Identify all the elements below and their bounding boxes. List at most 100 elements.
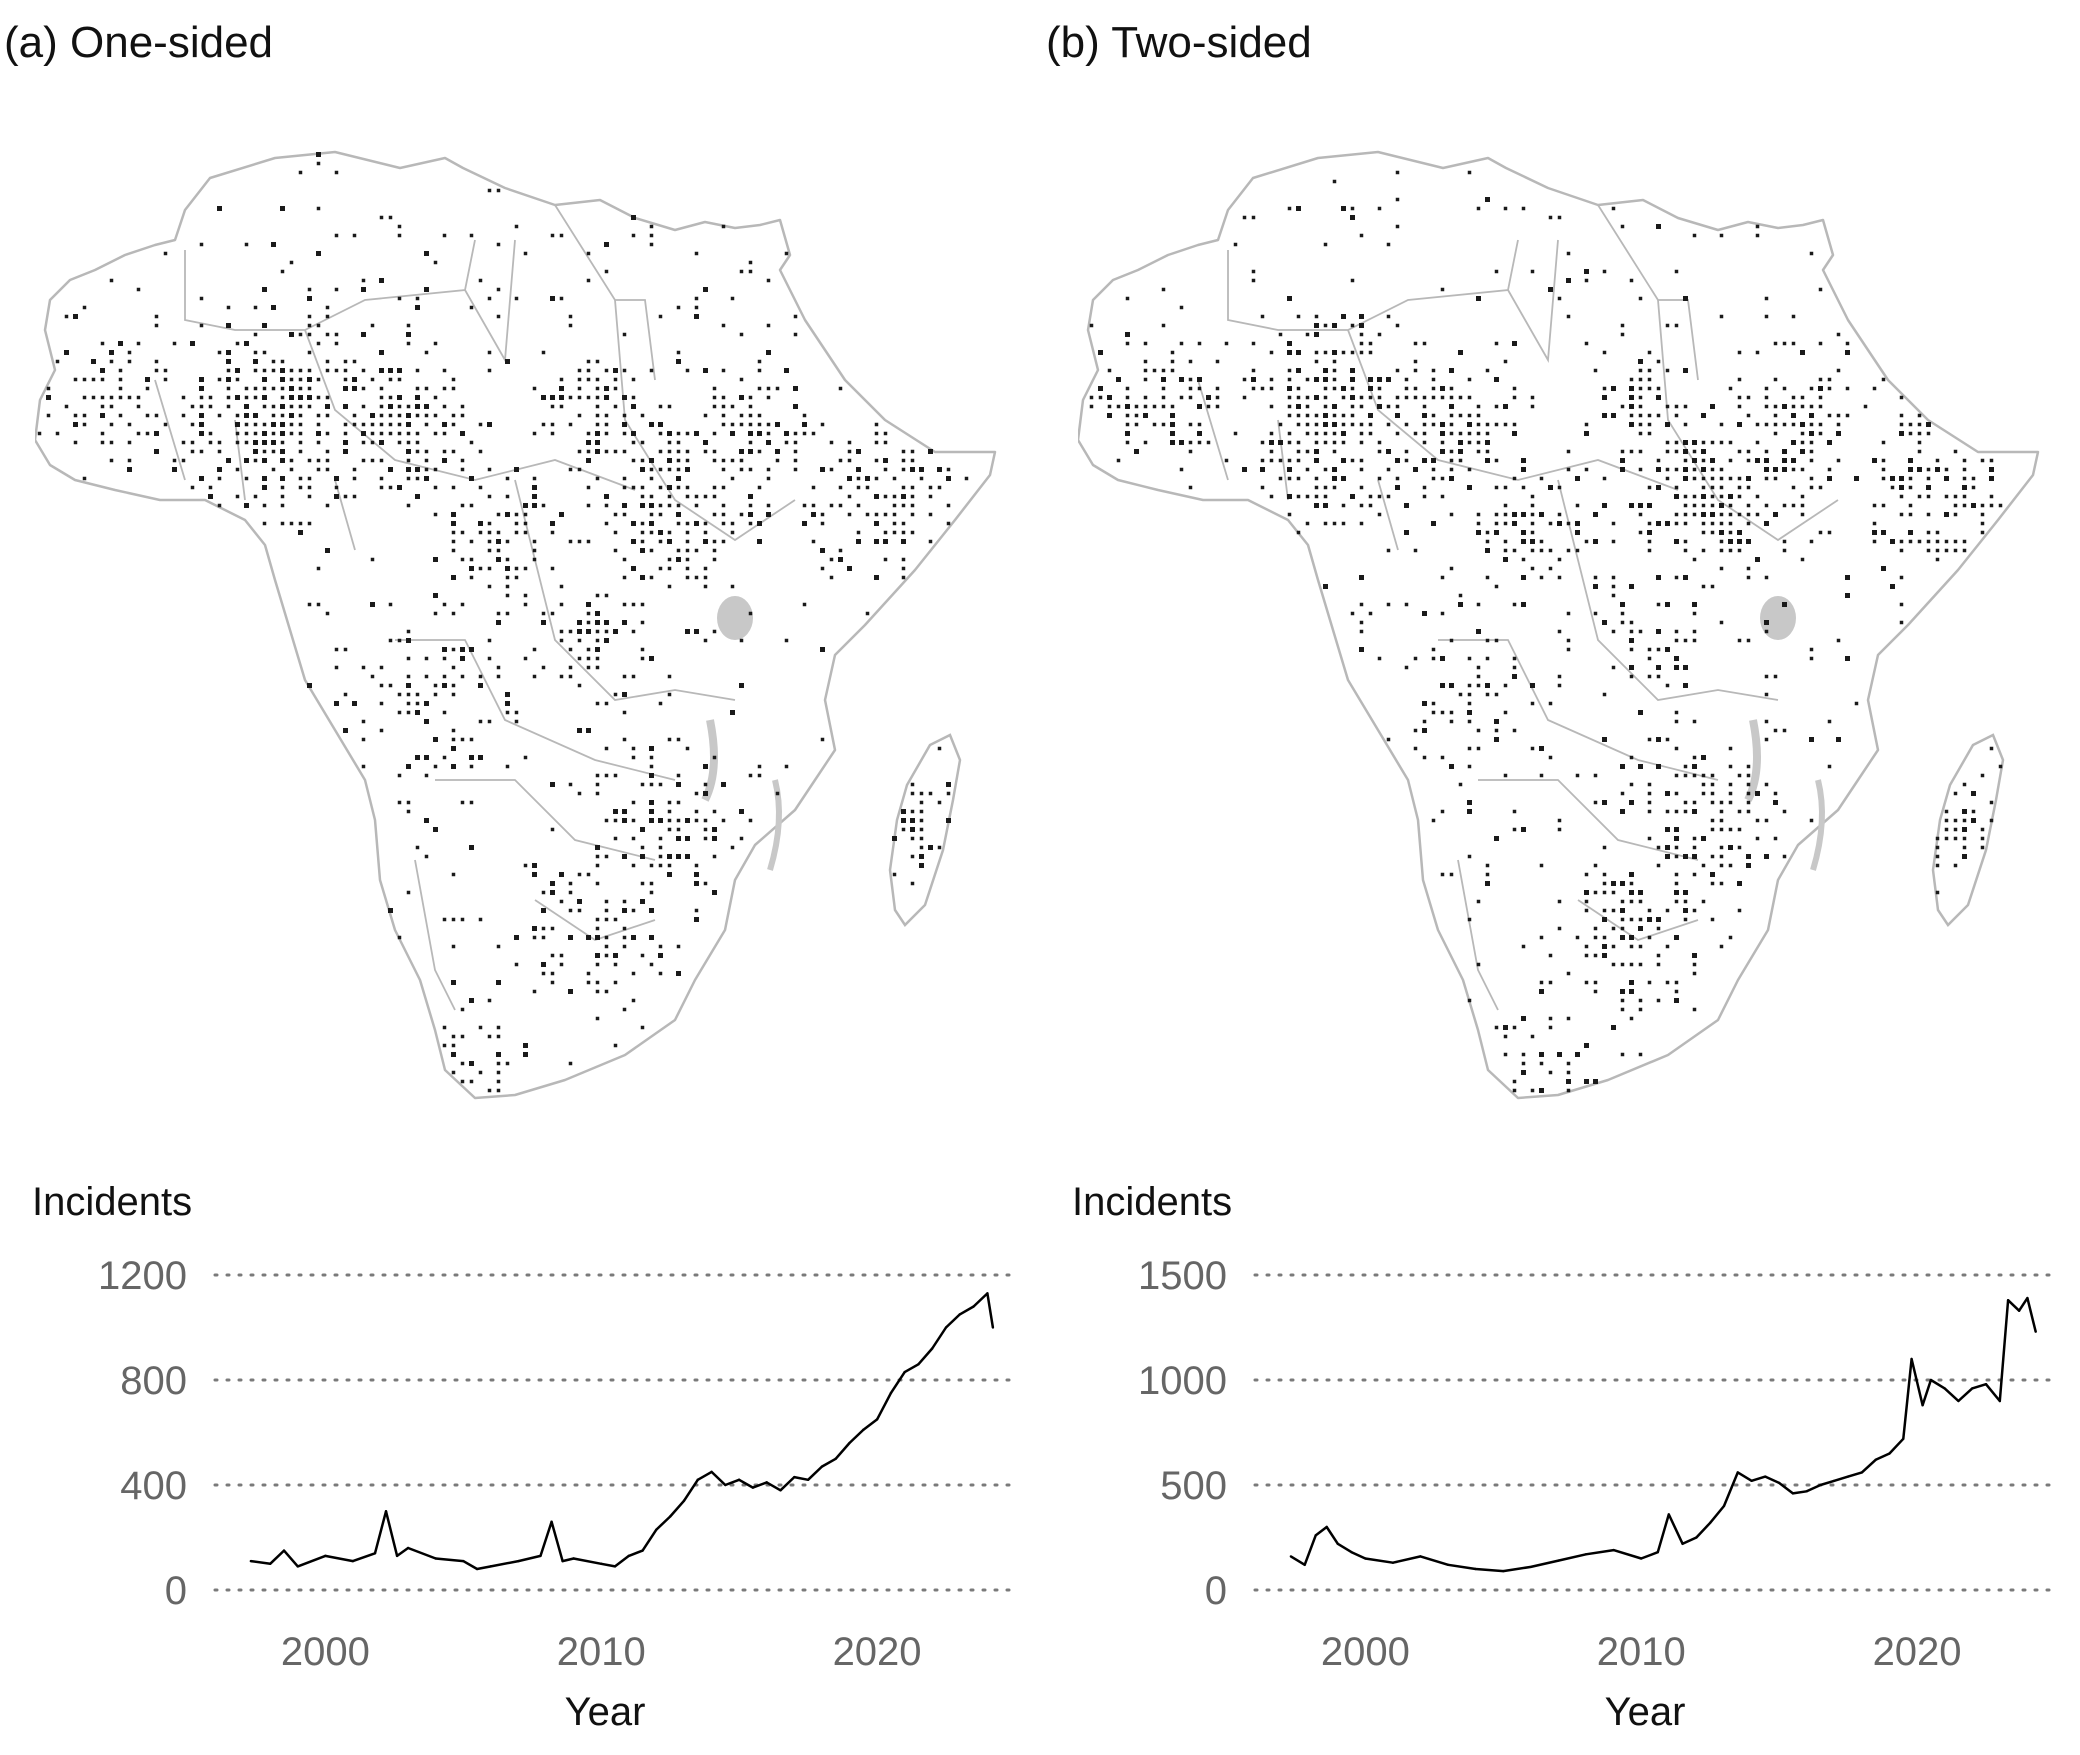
incident-cell — [919, 467, 924, 472]
incident-cell — [640, 620, 645, 625]
incident-cell — [694, 908, 699, 913]
incident-cell — [1197, 341, 1202, 346]
incident-cell — [838, 485, 843, 490]
incident-cell — [1485, 638, 1490, 643]
incident-cell — [226, 404, 231, 409]
incident-cell — [613, 386, 618, 391]
incident-cell — [793, 467, 798, 472]
incident-cell — [253, 395, 258, 400]
incident-cell — [1638, 962, 1643, 967]
incident-cell — [1485, 431, 1490, 436]
incident-cell — [496, 944, 501, 949]
incident-cell — [1449, 404, 1454, 409]
incident-cell — [460, 458, 465, 463]
incident-cell — [1323, 521, 1328, 526]
incident-cell — [100, 341, 105, 346]
incident-cell — [1971, 476, 1976, 481]
y-tick-label: 500 — [1160, 1464, 1227, 1508]
incident-cell — [379, 458, 384, 463]
incident-cell — [1989, 503, 1994, 508]
incident-cell — [604, 638, 609, 643]
incident-cell — [667, 494, 672, 499]
incident-cell — [1764, 620, 1769, 625]
incident-cell — [1755, 458, 1760, 463]
incident-cell — [1665, 845, 1670, 850]
incident-cell — [1521, 1070, 1526, 1075]
incident-cell — [703, 413, 708, 418]
incident-cell — [487, 296, 492, 301]
incident-cell — [1512, 341, 1517, 346]
incident-cell — [235, 422, 240, 427]
incident-cell — [658, 539, 663, 544]
incident-cell — [1683, 890, 1688, 895]
incident-cell — [1701, 755, 1706, 760]
data-point — [489, 1565, 493, 1568]
incident-cell — [361, 278, 366, 283]
incident-cell — [1818, 287, 1823, 292]
incident-cell — [316, 206, 321, 211]
incident-cell — [1629, 665, 1634, 670]
incident-cell — [64, 314, 69, 319]
data-point — [793, 1475, 796, 1479]
incident-cell — [37, 431, 42, 436]
incident-cell — [559, 629, 564, 634]
incident-cell — [1701, 458, 1706, 463]
incident-cell — [622, 395, 627, 400]
incident-cell — [1899, 494, 1904, 499]
incident-cell — [1377, 404, 1382, 409]
incident-cell — [1143, 341, 1148, 346]
lake-victoria — [717, 596, 753, 640]
incident-cell — [424, 350, 429, 355]
incident-cell — [289, 422, 294, 427]
incident-cell — [820, 521, 825, 526]
incident-cell — [1746, 539, 1751, 544]
incident-cell — [658, 485, 663, 490]
incident-cell — [433, 737, 438, 742]
incident-cell — [235, 413, 240, 418]
incident-cell — [262, 485, 267, 490]
incident-cell — [703, 791, 708, 796]
incident-cell — [433, 395, 438, 400]
incident-cell — [946, 521, 951, 526]
incident-cell — [1692, 773, 1697, 778]
incident-cell — [1710, 917, 1715, 922]
incident-cell — [676, 548, 681, 553]
country-border — [1377, 479, 1399, 551]
incident-cell — [649, 782, 654, 787]
incident-cell — [523, 521, 528, 526]
incident-cell — [1692, 971, 1697, 976]
incident-cell — [1692, 449, 1697, 454]
incident-cell — [1908, 539, 1913, 544]
incident-cell — [343, 422, 348, 427]
incident-cell — [1764, 467, 1769, 472]
data-point — [462, 1559, 465, 1563]
incident-cell — [1377, 206, 1382, 211]
incident-cell — [1665, 602, 1670, 607]
incident-cell — [406, 701, 411, 706]
country-border — [435, 779, 656, 861]
incident-cell — [1296, 314, 1301, 319]
incident-cell — [1854, 476, 1859, 481]
incident-cell — [928, 845, 933, 850]
incident-cell — [1134, 422, 1139, 427]
incident-cell — [442, 404, 447, 409]
incident-cell — [1629, 620, 1634, 625]
incident-cell — [307, 458, 312, 463]
incident-cell — [379, 368, 384, 373]
incident-cell — [1566, 1016, 1571, 1021]
incident-cell — [1638, 404, 1643, 409]
incident-cell — [1440, 476, 1445, 481]
incident-cell — [1494, 719, 1499, 724]
incident-cell — [1458, 449, 1463, 454]
incident-cell — [1422, 719, 1427, 724]
incident-cell — [1323, 386, 1328, 391]
incident-cell — [1755, 440, 1760, 445]
incident-cell — [712, 404, 717, 409]
data-point — [406, 1546, 410, 1550]
incident-cell — [1953, 818, 1958, 823]
incident-cell — [1638, 710, 1643, 715]
incident-cell — [631, 458, 636, 463]
incident-cell — [307, 395, 312, 400]
incident-cell — [1710, 485, 1715, 490]
incident-cell — [226, 458, 231, 463]
